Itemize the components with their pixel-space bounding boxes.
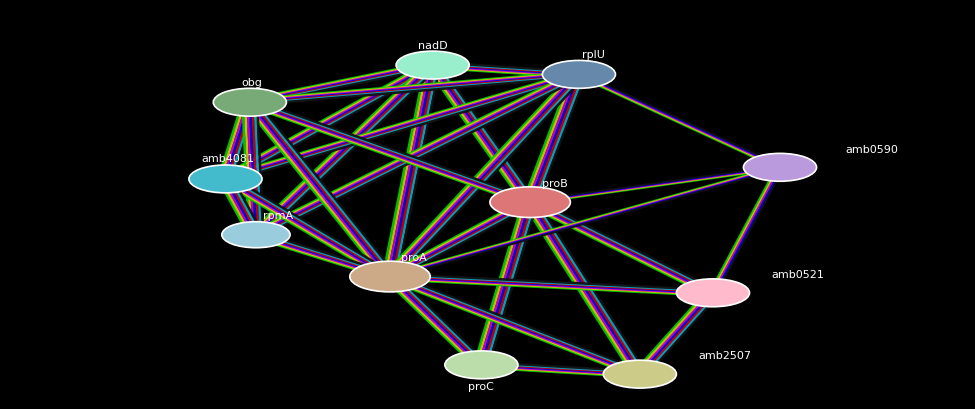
Circle shape	[604, 360, 677, 388]
Text: rpmA: rpmA	[263, 211, 292, 221]
Circle shape	[189, 165, 262, 193]
Circle shape	[743, 153, 817, 181]
Circle shape	[214, 88, 287, 116]
Text: amb4081: amb4081	[202, 155, 254, 164]
Text: amb0590: amb0590	[845, 145, 898, 155]
Text: obg: obg	[242, 78, 262, 88]
Circle shape	[350, 261, 430, 292]
Circle shape	[396, 51, 469, 79]
Text: amb0521: amb0521	[772, 270, 825, 280]
Text: amb2507: amb2507	[699, 351, 752, 362]
Circle shape	[489, 187, 570, 218]
Circle shape	[542, 61, 615, 88]
Text: nadD: nadD	[418, 40, 448, 51]
Text: proA: proA	[402, 253, 427, 263]
Text: proC: proC	[468, 382, 494, 392]
Circle shape	[677, 279, 750, 307]
Circle shape	[222, 222, 291, 248]
Text: proB: proB	[542, 179, 567, 189]
Circle shape	[445, 351, 518, 379]
Text: rplU: rplU	[582, 50, 604, 60]
